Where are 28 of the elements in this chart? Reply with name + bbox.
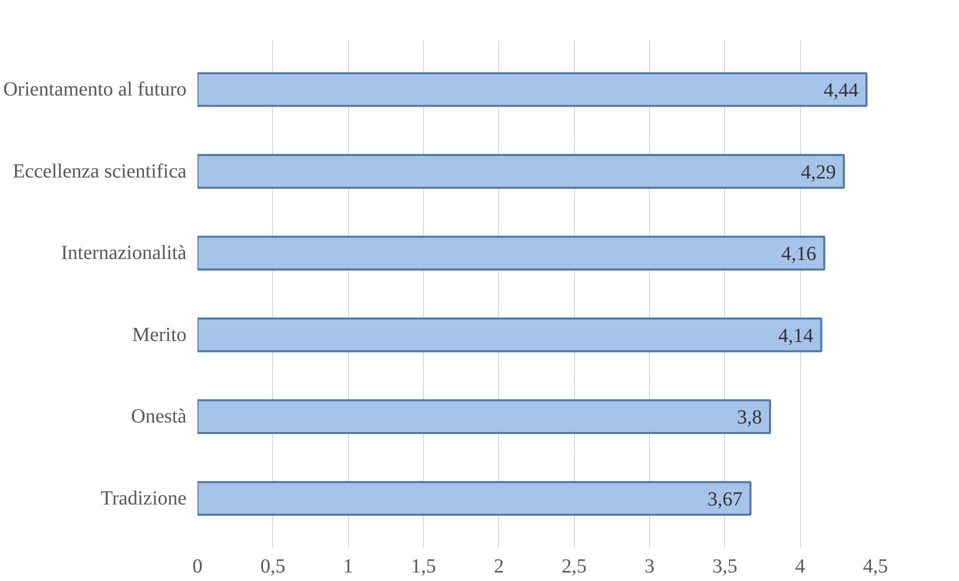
bar xyxy=(198,236,826,270)
bar xyxy=(198,481,752,516)
x-tick-label: 2,5 xyxy=(562,556,587,578)
y-tick-label: Merito xyxy=(132,324,187,346)
bar xyxy=(198,399,772,434)
x-tick-label: 0,5 xyxy=(260,556,286,578)
y-tick-label: Eccellenza scientifica xyxy=(12,160,187,182)
data-label: 4,16 xyxy=(781,243,816,266)
x-tick-label: 4,5 xyxy=(863,556,888,578)
y-tick-label: Internazionalità xyxy=(61,242,187,264)
data-label: 3,67 xyxy=(707,488,742,510)
bar xyxy=(198,318,822,352)
x-tick-label: 4 xyxy=(795,556,806,578)
bar xyxy=(198,72,868,107)
x-tick-label: 1 xyxy=(343,556,354,578)
x-tick-label: 3,5 xyxy=(712,556,738,578)
bar xyxy=(198,154,845,189)
y-tick-label: Onestà xyxy=(130,406,187,428)
data-label: 4,14 xyxy=(778,324,814,347)
data-label: 3,8 xyxy=(737,406,762,429)
x-tick-label: 1,5 xyxy=(411,556,436,578)
x-tick-label: 2 xyxy=(494,556,504,578)
data-label: 4,29 xyxy=(800,161,836,184)
x-tick-label: 3 xyxy=(644,556,654,578)
y-tick-label: Tradizione xyxy=(100,487,187,510)
y-tick-label: Orientamento al futuro xyxy=(3,78,187,101)
data-label: 4,44 xyxy=(823,80,858,102)
x-tick-label: 0 xyxy=(192,556,202,578)
